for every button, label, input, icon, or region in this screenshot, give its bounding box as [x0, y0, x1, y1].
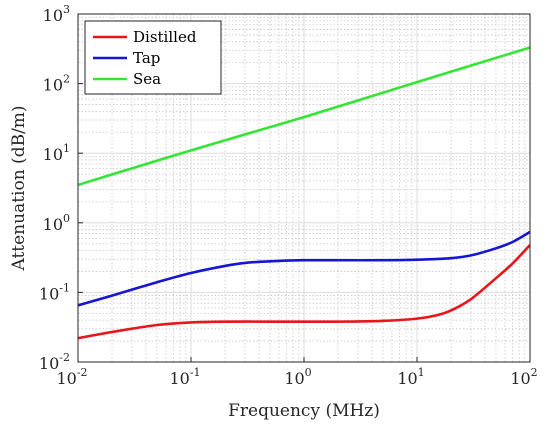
y-axis-title: Attenuation (dB/m) [9, 105, 29, 271]
x-tick-label: 101 [397, 366, 424, 388]
x-tick-label: 102 [510, 366, 537, 388]
legend-label-tap: Tap [133, 49, 160, 67]
legend-label-distilled: Distilled [133, 28, 197, 46]
y-tick-label: 101 [43, 142, 70, 164]
series-line-tap [77, 230, 531, 307]
x-tick-labels: 10-2 10-1 100 101 102 [56, 357, 538, 388]
series-lines [77, 46, 531, 340]
x-tick-label: 100 [284, 366, 311, 388]
series-line-sea [77, 46, 531, 187]
x-tick-label: 10-2 [56, 366, 87, 388]
y-tick-labels: 10-2 10-1 100 101 102 103 [39, 3, 83, 373]
legend: Distilled Tap Sea [84, 20, 222, 95]
legend-label-sea: Sea [133, 70, 161, 88]
series-line-distilled [77, 244, 531, 340]
x-axis-title: Frequency (MHz) [228, 401, 380, 421]
y-tick-label: 100 [43, 212, 70, 234]
y-tick-label: 10-1 [39, 281, 70, 303]
y-tick-label: 10-2 [39, 351, 70, 373]
y-tick-label: 102 [43, 73, 70, 95]
y-tick-label: 103 [43, 3, 70, 25]
x-tick-label: 10-1 [169, 366, 200, 388]
